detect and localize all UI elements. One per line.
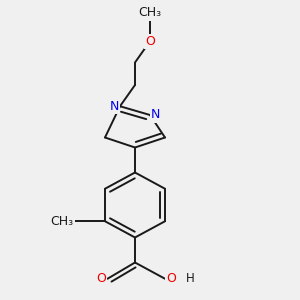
Text: H: H: [186, 272, 195, 285]
Text: CH₃: CH₃: [138, 7, 162, 20]
Text: CH₃: CH₃: [51, 215, 74, 228]
Text: O: O: [145, 35, 155, 48]
Text: N: N: [110, 100, 119, 113]
Text: O: O: [96, 272, 106, 285]
Text: O: O: [166, 272, 176, 285]
Text: N: N: [151, 109, 160, 122]
